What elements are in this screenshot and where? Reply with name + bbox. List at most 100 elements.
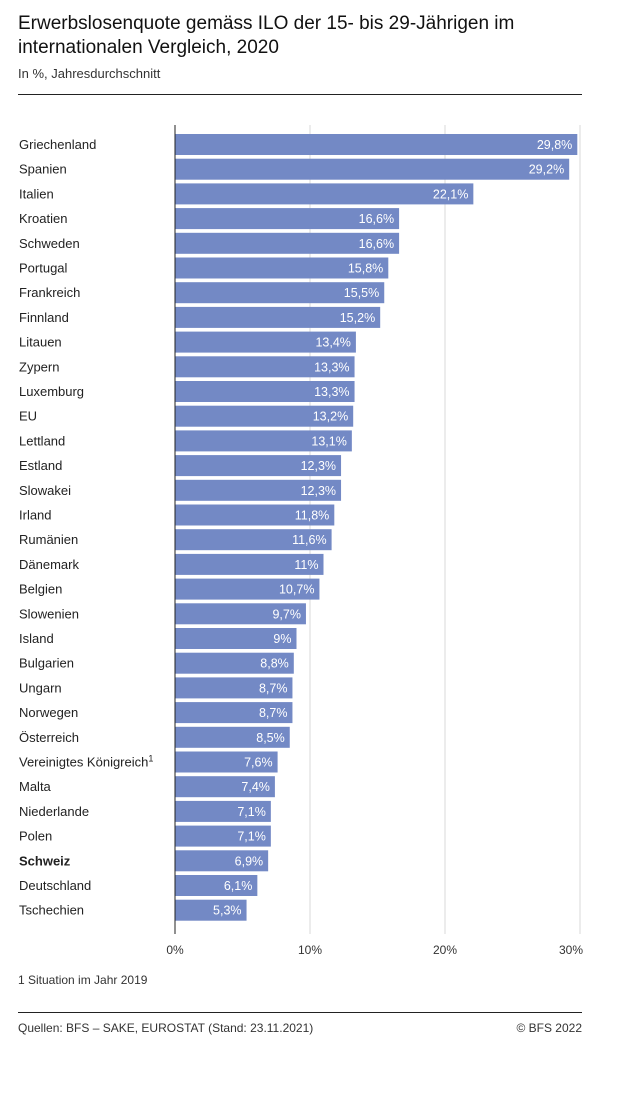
data-label: 7,4% [241, 780, 270, 794]
category-label: Deutschland [19, 878, 91, 893]
category-label: Niederlande [19, 804, 89, 819]
category-label: Polen [19, 829, 52, 844]
footnote-marker: 1 [148, 754, 153, 764]
bar [175, 553, 324, 575]
x-tick-label: 30% [559, 943, 583, 957]
bar [175, 381, 355, 402]
footnote: 1 Situation im Jahr 2019 [18, 973, 148, 987]
category-label: Slowakei [19, 483, 71, 498]
category-label: Bulgarien [19, 656, 74, 671]
bar [175, 134, 578, 155]
category-label: Belgien [19, 582, 62, 597]
bar [175, 751, 278, 773]
data-label: 29,2% [529, 163, 564, 177]
copyright: © BFS 2022 [516, 1021, 582, 1035]
source-note: Quellen: BFS – SAKE, EUROSTAT (Stand: 23… [18, 1021, 314, 1035]
bar [175, 405, 354, 427]
header-divider [18, 94, 582, 95]
bar [175, 578, 320, 600]
data-label: 7,6% [244, 756, 273, 770]
category-label: Spanien [19, 162, 67, 177]
data-label: 22,1% [433, 187, 468, 201]
data-label: 29,8% [537, 138, 572, 152]
bar [175, 825, 271, 847]
bar [175, 306, 381, 328]
data-label: 9% [273, 632, 291, 646]
chart-subtitle: In %, Jahresdurchschnitt [18, 66, 161, 81]
category-label: Island [19, 631, 54, 646]
footer-divider [18, 1012, 582, 1013]
category-label: Italien [19, 186, 54, 201]
category-label: Estland [19, 458, 62, 473]
data-label: 16,6% [359, 237, 394, 251]
category-label: Portugal [19, 261, 68, 276]
bar [175, 158, 570, 180]
category-label: Luxemburg [19, 384, 84, 399]
category-label: Norwegen [19, 705, 78, 720]
data-label: 13,2% [313, 410, 348, 424]
bar [175, 702, 293, 724]
data-label: 7,1% [237, 830, 266, 844]
bar [175, 455, 342, 477]
data-label: 11,6% [292, 533, 327, 547]
category-label: Rumänien [19, 532, 78, 547]
data-label: 8,7% [259, 706, 288, 720]
bar [175, 356, 355, 378]
category-label: EU [19, 409, 37, 424]
data-label: 13,3% [314, 360, 349, 374]
category-label: Schweden [19, 236, 80, 251]
bar [175, 875, 258, 896]
data-label: 13,1% [311, 434, 346, 448]
data-label: 6,1% [224, 879, 253, 893]
category-label: Zypern [19, 359, 59, 374]
data-label: 8,8% [260, 657, 289, 671]
data-label: 12,3% [301, 484, 336, 498]
category-label: Litauen [19, 335, 62, 350]
category-label: Österreich [19, 730, 79, 745]
bar [175, 800, 271, 822]
data-label: 16,6% [359, 212, 394, 226]
bar [175, 257, 389, 279]
data-label: 11% [294, 558, 318, 572]
bar [175, 899, 247, 921]
data-label: 6,9% [235, 854, 264, 868]
data-label: 13,3% [314, 385, 349, 399]
bar [175, 850, 269, 872]
category-label: Kroatien [19, 211, 67, 226]
data-label: 15,5% [344, 286, 379, 300]
category-label: Griechenland [19, 137, 96, 152]
data-label: 12,3% [301, 459, 336, 473]
data-label: 9,7% [272, 607, 301, 621]
chart-title: Erwerbslosenquote gemäss ILO der 15- bis… [18, 13, 515, 58]
data-label: 15,8% [348, 262, 383, 276]
category-label: Lettland [19, 433, 65, 448]
category-label: Finnland [19, 310, 69, 325]
data-label: 15,2% [340, 311, 375, 325]
bar [175, 479, 342, 501]
data-label: 8,5% [256, 731, 285, 745]
category-label: Slowenien [19, 606, 79, 621]
bar [175, 232, 400, 254]
bar [175, 208, 400, 230]
bar [175, 652, 294, 674]
bar [175, 677, 293, 699]
data-label: 8,7% [259, 681, 288, 695]
bar [175, 183, 474, 205]
bar [175, 504, 335, 526]
bar [175, 776, 275, 798]
x-tick-label: 0% [166, 943, 184, 957]
x-tick-label: 20% [433, 943, 457, 957]
category-label: Frankreich [19, 285, 80, 300]
category-label: Vereinigtes Königreich1 [19, 754, 153, 770]
bar [175, 331, 356, 353]
category-label: Malta [19, 779, 52, 794]
bar [175, 282, 385, 304]
bar [175, 430, 352, 452]
data-label: 7,1% [237, 805, 266, 819]
category-label: Irland [19, 508, 52, 523]
x-tick-label: 10% [298, 943, 322, 957]
bar [175, 529, 332, 551]
category-label: Ungarn [19, 680, 62, 695]
category-label: Schweiz [19, 853, 71, 868]
